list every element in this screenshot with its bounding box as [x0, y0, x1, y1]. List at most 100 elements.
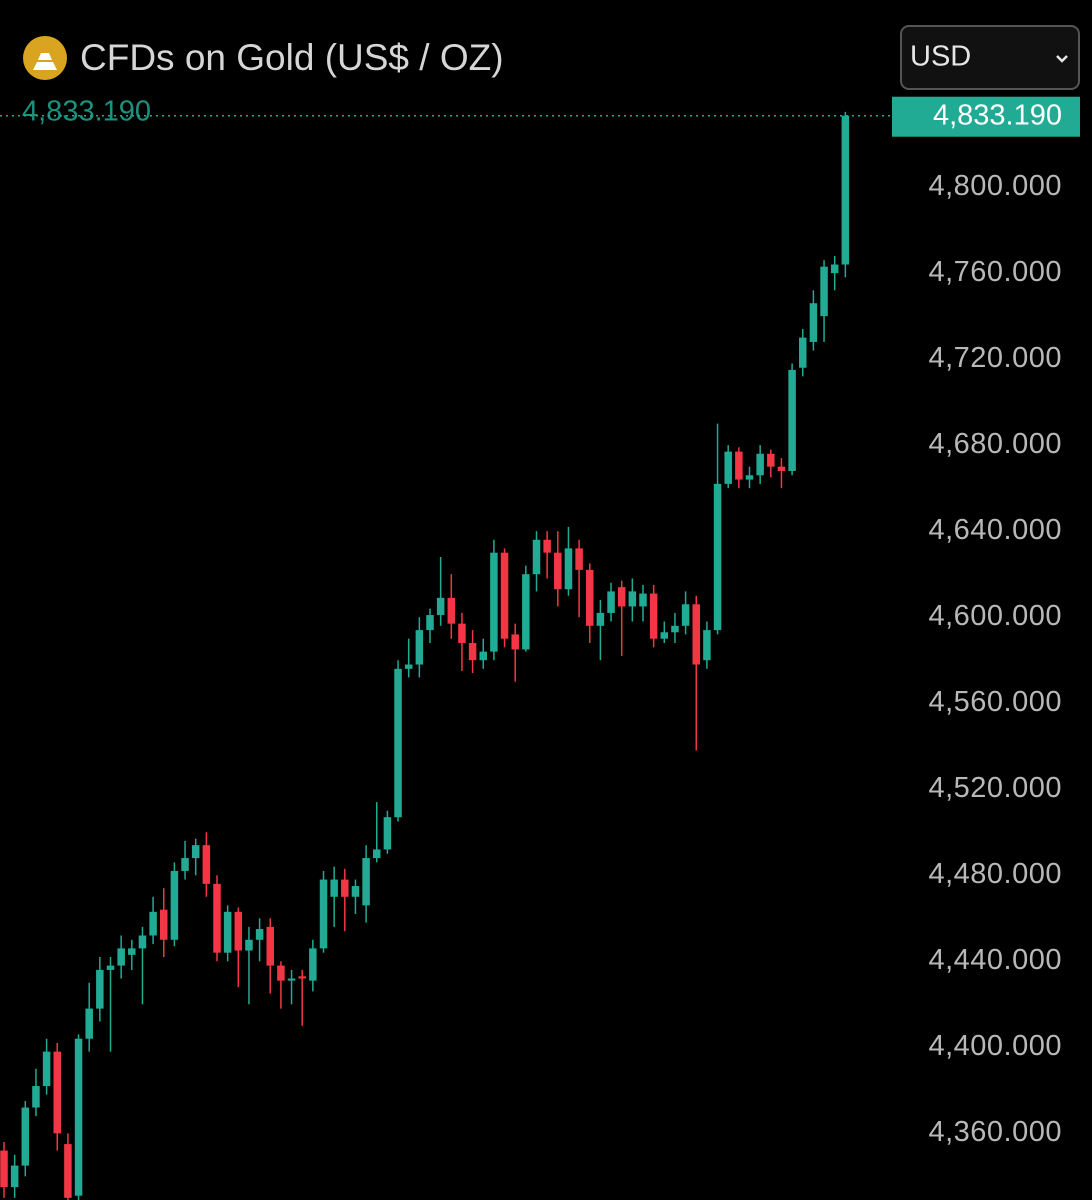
candle-body	[415, 630, 424, 665]
candle-body	[511, 634, 519, 650]
y-tick-label: 4,360.000	[928, 1116, 1062, 1148]
candle-body	[799, 337, 807, 368]
candle-body	[373, 849, 381, 859]
candle-body	[106, 965, 115, 970]
candle-body	[117, 948, 125, 966]
candle-body	[660, 632, 669, 639]
candle-body	[362, 858, 370, 906]
current-price-left-label: 4,833.190	[22, 95, 151, 127]
candle-body	[298, 976, 306, 979]
candle-body	[575, 548, 583, 570]
symbol-logo	[23, 36, 67, 80]
chart-title: CFDs on Gold (US$ / OZ)	[80, 37, 504, 78]
candle-body	[128, 948, 136, 955]
candle-body	[223, 911, 232, 953]
candle-body	[277, 965, 285, 981]
candle-body	[745, 475, 754, 480]
candle-body	[713, 483, 722, 631]
y-tick-label: 4,720.000	[928, 342, 1062, 374]
candle-body	[735, 451, 743, 480]
candle-body	[383, 817, 392, 850]
candle-body	[841, 115, 850, 265]
candle-body	[234, 911, 243, 951]
candle-body	[447, 597, 456, 624]
candle-body	[692, 604, 700, 665]
candle-body	[309, 948, 317, 981]
candle-body	[394, 668, 402, 818]
y-tick-label: 4,560.000	[928, 686, 1062, 718]
current-price-badge	[892, 96, 1080, 137]
candle-body	[319, 879, 328, 949]
candle-body	[671, 625, 679, 633]
candle-body	[149, 911, 157, 936]
y-tick-label: 4,600.000	[928, 600, 1062, 632]
candle-body	[10, 1165, 19, 1188]
candle-body	[788, 369, 796, 471]
candle-body	[96, 969, 104, 1009]
candle-body	[160, 909, 168, 940]
candle-body	[426, 615, 434, 631]
candle-body	[767, 453, 775, 467]
candle-body	[53, 1051, 61, 1134]
candle-body	[341, 879, 349, 897]
candle-body	[0, 1150, 8, 1188]
candle-body	[830, 264, 839, 274]
candle-body	[724, 451, 732, 484]
candle-body	[607, 591, 615, 613]
candle-body	[42, 1051, 51, 1087]
candle-body	[138, 935, 147, 949]
candle-body	[458, 623, 466, 644]
candle-body	[191, 845, 200, 859]
y-tick-label: 4,680.000	[928, 428, 1062, 460]
candle-body	[809, 303, 818, 342]
currency-dropdown[interactable]: USD	[900, 25, 1080, 90]
candle-body	[543, 539, 551, 553]
candle-body	[703, 630, 711, 661]
candle-body	[596, 612, 605, 626]
y-tick-label: 4,640.000	[928, 514, 1062, 546]
candle-body	[266, 926, 274, 966]
candle-body	[181, 858, 189, 871]
y-tick-label: 4,760.000	[928, 256, 1062, 288]
candle-body	[628, 591, 637, 607]
candle-body	[500, 552, 509, 639]
y-tick-label: 4,440.000	[928, 944, 1062, 976]
candle-body	[245, 939, 253, 951]
candle-body	[681, 604, 690, 626]
candle-body	[649, 593, 658, 639]
candle-body	[468, 643, 477, 661]
y-tick-label: 4,800.000	[928, 170, 1062, 202]
candle-body	[170, 870, 179, 940]
candle-body	[777, 466, 786, 471]
candle-body	[404, 664, 413, 669]
candle-body	[586, 569, 594, 626]
candle-body	[522, 574, 530, 650]
candle-body	[255, 929, 264, 940]
candle-body	[564, 548, 573, 590]
candle-body	[330, 879, 338, 897]
candle-body	[436, 597, 445, 616]
candle-body	[64, 1144, 72, 1198]
candle-body	[756, 453, 764, 476]
candle-body	[554, 552, 562, 590]
currency-label[interactable]: USD	[910, 41, 971, 73]
candle-body	[820, 266, 828, 317]
current-price-badge-label: 4,833.190	[933, 99, 1062, 131]
candle-body	[532, 539, 541, 575]
candle-body	[85, 1008, 93, 1039]
candle-body	[32, 1086, 40, 1108]
y-tick-label: 4,400.000	[928, 1030, 1062, 1062]
candle-body	[479, 651, 487, 661]
candle-body	[287, 978, 296, 981]
candle-body	[351, 886, 360, 897]
candle-body	[639, 593, 647, 607]
candle-body	[617, 587, 626, 607]
y-tick-label: 4,480.000	[928, 858, 1062, 890]
candle-body	[213, 883, 221, 953]
y-tick-label: 4,520.000	[928, 772, 1062, 804]
candle-body	[74, 1038, 83, 1196]
candle-body	[21, 1107, 30, 1166]
